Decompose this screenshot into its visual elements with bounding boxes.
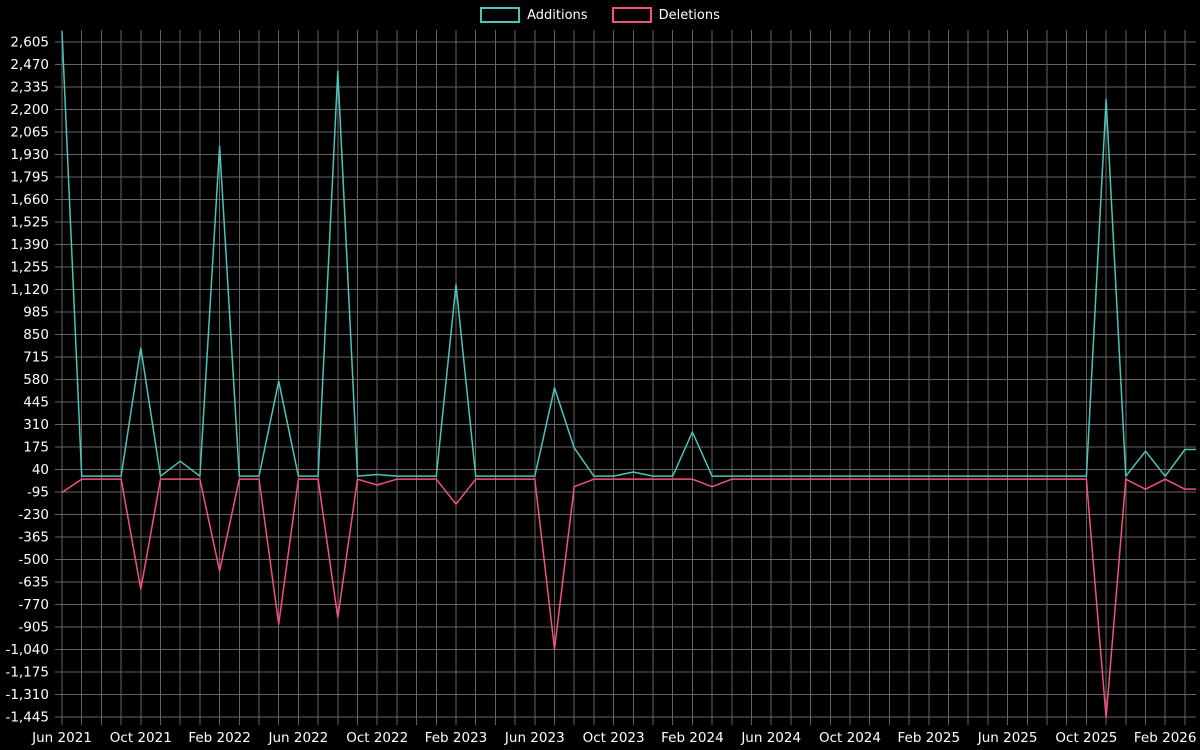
y-tick-label: 715: [23, 350, 49, 366]
y-tick-label: 985: [23, 305, 49, 321]
y-tick-label: 40: [32, 462, 49, 478]
x-tick-label: Feb 2024: [661, 730, 724, 746]
y-tick-label: 580: [23, 372, 49, 388]
x-tick-label: Jun 2025: [977, 730, 1038, 746]
y-tick-label: 1,795: [10, 170, 49, 186]
y-tick-label: 1,525: [10, 215, 49, 231]
y-tick-label: -1,040: [5, 642, 49, 658]
gridlines: [55, 30, 1196, 725]
y-tick-label: -500: [18, 552, 49, 568]
y-tick-label: -1,310: [5, 687, 49, 703]
y-tick-label: 1,120: [10, 282, 49, 298]
x-tick-label: Oct 2023: [583, 730, 645, 746]
legend-item-deletions[interactable]: Deletions: [611, 7, 720, 23]
deletions-line: [61, 478, 1196, 719]
x-tick-label: Jun 2021: [31, 730, 92, 746]
y-tick-label: -635: [18, 575, 49, 591]
y-tick-label: -230: [18, 507, 49, 523]
legend-item-additions[interactable]: Additions: [480, 7, 588, 23]
x-tick-label: Jun 2023: [504, 730, 565, 746]
y-tick-label: 2,200: [10, 102, 49, 118]
y-tick-label: -770: [18, 597, 49, 613]
y-tick-label: 1,255: [10, 260, 49, 276]
x-tick-label: Jun 2022: [268, 730, 329, 746]
y-tick-label: -365: [18, 530, 49, 546]
x-tick-label: Oct 2022: [346, 730, 408, 746]
y-tick-label: -1,175: [5, 665, 49, 681]
y-tick-label: 2,065: [10, 125, 49, 141]
additions-swatch-icon: [480, 7, 521, 23]
deletions-swatch-icon: [611, 7, 652, 23]
y-tick-label: 850: [23, 327, 49, 343]
x-tick-label: Feb 2026: [1134, 730, 1197, 746]
y-tick-label: -1,445: [5, 710, 49, 726]
y-tick-label: 445: [23, 395, 49, 411]
additions-line: [61, 31, 1196, 477]
x-tick-label: Oct 2025: [1055, 730, 1117, 746]
x-tick-label: Feb 2025: [898, 730, 961, 746]
y-tick-label: -905: [18, 620, 49, 636]
y-tick-label: 2,335: [10, 80, 49, 96]
legend-label-additions: Additions: [527, 7, 588, 23]
y-tick-label: 175: [23, 440, 49, 456]
y-tick-label: 1,660: [10, 192, 49, 208]
x-tick-label: Oct 2024: [819, 730, 881, 746]
y-tick-label: 2,605: [10, 35, 49, 51]
y-tick-label: 310: [23, 417, 49, 433]
y-tick-label: -95: [27, 485, 49, 501]
y-tick-label: 1,390: [10, 237, 49, 253]
legend-label-deletions: Deletions: [658, 7, 720, 23]
x-tick-label: Jun 2024: [740, 730, 801, 746]
x-tick-label: Oct 2021: [110, 730, 172, 746]
y-tick-label: 1,930: [10, 147, 49, 163]
y-tick-label: 2,470: [10, 57, 49, 73]
x-tick-label: Feb 2022: [188, 730, 251, 746]
chart-legend: Additions Deletions: [0, 7, 1200, 23]
axis-labels: 2,605 2,470 2,335 2,200 2,065 1,930 1,795 1,660…: [5, 35, 1196, 747]
x-tick-label: Feb 2023: [425, 730, 488, 746]
